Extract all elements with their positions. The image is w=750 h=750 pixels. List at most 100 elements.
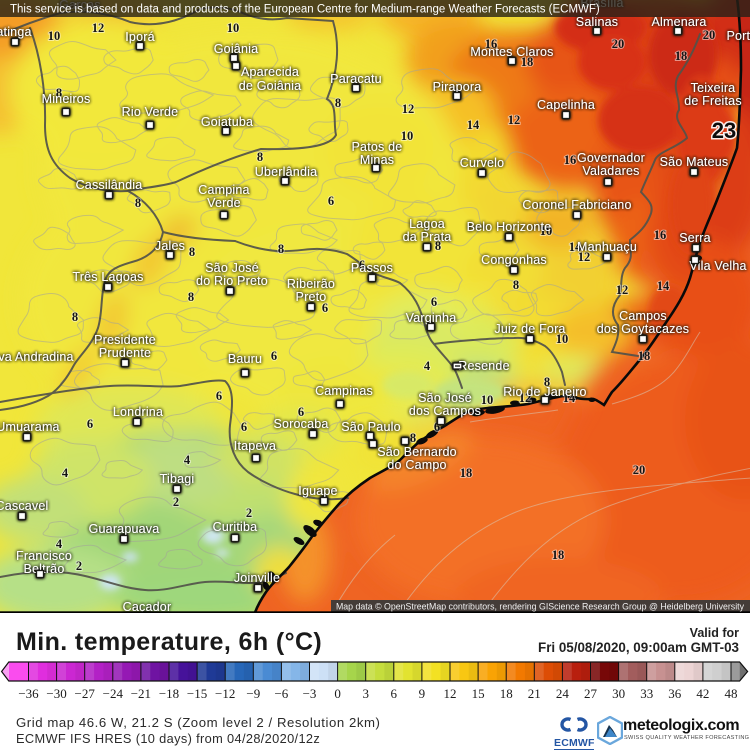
svg-text:da Prata: da Prata: [403, 230, 452, 244]
svg-text:São José: São José: [205, 261, 259, 275]
svg-text:36: 36: [668, 686, 682, 701]
svg-text:Ribeirão: Ribeirão: [287, 277, 335, 291]
svg-text:8: 8: [257, 150, 263, 164]
svg-text:Passos: Passos: [351, 261, 393, 275]
svg-text:−3: −3: [303, 686, 317, 701]
svg-text:10: 10: [227, 21, 240, 35]
svg-text:−9: −9: [246, 686, 260, 701]
svg-text:6: 6: [271, 349, 277, 363]
svg-text:São José: São José: [418, 391, 472, 405]
svg-text:Mineiros: Mineiros: [42, 92, 91, 106]
svg-text:33: 33: [640, 686, 653, 701]
svg-text:27: 27: [584, 686, 598, 701]
svg-text:Governador: Governador: [577, 151, 645, 165]
svg-text:18: 18: [460, 466, 473, 480]
svg-text:Minas: Minas: [360, 153, 394, 167]
svg-text:8: 8: [135, 196, 141, 210]
svg-text:Patos de: Patos de: [352, 140, 403, 154]
svg-text:Três Lagoas: Três Lagoas: [72, 270, 143, 284]
svg-text:dos Campos: dos Campos: [409, 404, 481, 418]
svg-text:18: 18: [521, 55, 534, 69]
svg-text:Campos: Campos: [619, 309, 667, 323]
svg-text:Serra: Serra: [679, 231, 711, 245]
svg-text:−24: −24: [103, 686, 124, 701]
svg-text:Belo Horizonte: Belo Horizonte: [467, 220, 552, 234]
svg-text:10: 10: [401, 129, 414, 143]
svg-text:Guarapuava: Guarapuava: [89, 522, 160, 536]
svg-text:18: 18: [500, 686, 513, 701]
svg-text:4: 4: [184, 453, 191, 467]
svg-text:8: 8: [72, 310, 78, 324]
svg-text:14: 14: [657, 279, 670, 293]
svg-text:8: 8: [278, 242, 284, 256]
svg-text:24: 24: [556, 686, 570, 701]
svg-text:20: 20: [633, 463, 646, 477]
svg-text:48: 48: [725, 686, 738, 701]
svg-text:atinga: atinga: [0, 25, 32, 39]
svg-text:de Freitas: de Freitas: [684, 94, 742, 108]
svg-text:6: 6: [322, 301, 328, 315]
svg-text:3: 3: [362, 686, 369, 701]
svg-text:10: 10: [556, 332, 569, 346]
svg-text:12: 12: [92, 21, 105, 35]
svg-text:4: 4: [56, 537, 63, 551]
svg-text:18: 18: [552, 548, 565, 562]
svg-text:Valadares: Valadares: [582, 164, 639, 178]
svg-text:Cascavel: Cascavel: [0, 499, 49, 513]
svg-text:Jales: Jales: [155, 239, 185, 253]
svg-text:−6: −6: [274, 686, 288, 701]
svg-text:Goiânia: Goiânia: [214, 42, 259, 56]
svg-text:Rio Verde: Rio Verde: [122, 105, 179, 119]
svg-text:8: 8: [513, 278, 519, 292]
svg-text:4: 4: [424, 359, 431, 373]
svg-text:Sorocaba: Sorocaba: [273, 417, 328, 431]
svg-text:6: 6: [328, 194, 334, 208]
svg-text:12: 12: [402, 102, 415, 116]
svg-text:20: 20: [703, 28, 716, 42]
svg-text:20: 20: [612, 37, 625, 51]
svg-text:30: 30: [612, 686, 625, 701]
svg-text:12: 12: [508, 113, 521, 127]
svg-text:Campinas: Campinas: [315, 384, 373, 398]
svg-text:Tibagi: Tibagi: [160, 472, 195, 486]
svg-text:São Bernardo: São Bernardo: [377, 445, 457, 459]
svg-text:6: 6: [216, 389, 222, 403]
svg-text:−15: −15: [187, 686, 207, 701]
svg-text:42: 42: [696, 686, 709, 701]
svg-text:Prudente: Prudente: [99, 346, 151, 360]
svg-text:Uberlândia: Uberlândia: [255, 165, 317, 179]
svg-text:18: 18: [675, 49, 688, 63]
svg-text:15: 15: [472, 686, 485, 701]
svg-text:Goiatuba: Goiatuba: [201, 115, 253, 129]
svg-text:12: 12: [616, 283, 629, 297]
svg-text:16: 16: [654, 228, 667, 242]
svg-text:de Goiânia: de Goiânia: [239, 79, 301, 93]
svg-text:Varginha: Varginha: [406, 311, 457, 325]
svg-text:2: 2: [76, 559, 82, 573]
svg-text:6: 6: [87, 417, 93, 431]
svg-text:10: 10: [48, 29, 61, 43]
svg-text:6: 6: [298, 405, 304, 419]
svg-text:This service is based on data: This service is based on data and produc…: [10, 4, 600, 16]
svg-text:12: 12: [519, 391, 532, 405]
svg-text:Montes Claros: Montes Claros: [470, 45, 553, 59]
svg-text:Umuarama: Umuarama: [0, 420, 60, 434]
svg-text:Iporá: Iporá: [125, 30, 155, 44]
svg-text:São Paulo: São Paulo: [341, 420, 400, 434]
svg-text:dos Goytacazes: dos Goytacazes: [597, 322, 689, 336]
svg-text:do Rio Preto: do Rio Preto: [196, 274, 268, 288]
svg-text:São Mateus: São Mateus: [660, 155, 729, 169]
svg-text:2: 2: [246, 506, 252, 520]
svg-text:2: 2: [173, 495, 179, 509]
svg-text:−30: −30: [46, 686, 66, 701]
svg-text:9: 9: [419, 686, 426, 701]
svg-text:Vila Velha: Vila Velha: [689, 259, 746, 273]
svg-text:Itapeva: Itapeva: [234, 439, 276, 453]
svg-text:Lagoa: Lagoa: [409, 217, 445, 231]
svg-text:10: 10: [540, 224, 553, 238]
svg-text:−27: −27: [75, 686, 96, 701]
svg-text:6: 6: [391, 686, 398, 701]
svg-text:12: 12: [444, 686, 457, 701]
svg-text:Almenara: Almenara: [651, 15, 706, 29]
svg-text:Manhuaçu: Manhuaçu: [577, 240, 637, 254]
